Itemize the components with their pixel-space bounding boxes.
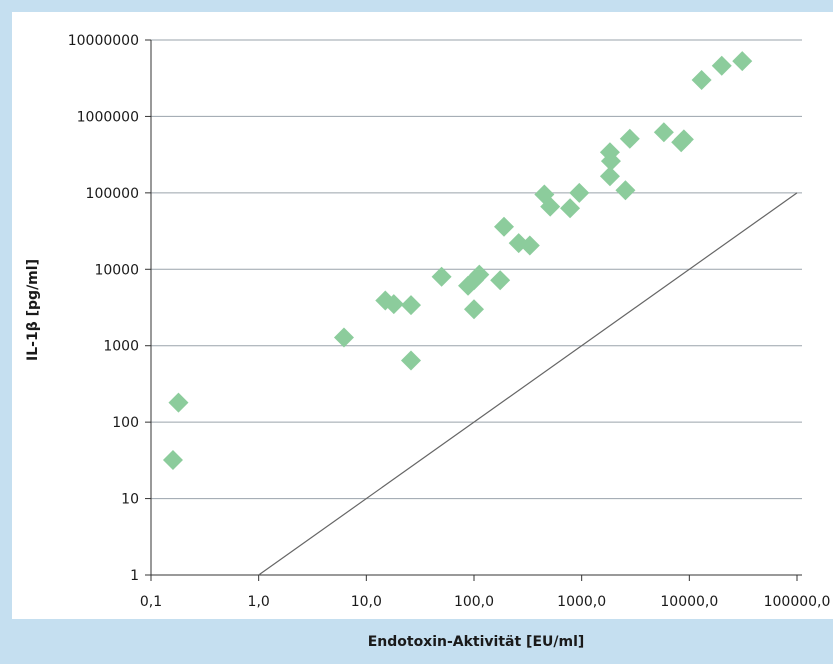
data-point (401, 350, 422, 371)
data-point (560, 198, 581, 219)
y-tick-label: 10000 (94, 262, 139, 278)
data-points (162, 51, 753, 470)
data-point (599, 166, 620, 187)
y-tick-label: 1000 (103, 339, 139, 355)
y-tick-label: 10000000 (68, 33, 139, 49)
x-tick-label: 100000,0 (764, 594, 831, 610)
data-point (494, 216, 515, 237)
tick-labels: 1 10 100 1000 10000 100000 1000000 10000000 0,1 1… (68, 33, 831, 610)
data-point (569, 182, 590, 203)
y-axis-title: IL-1β [pg/ml] (25, 259, 41, 361)
y-tick-label: 10 (121, 492, 139, 508)
chart-area-background (12, 12, 833, 619)
data-point (431, 266, 452, 287)
data-point (600, 151, 621, 172)
data-point (383, 294, 404, 315)
data-point (469, 264, 490, 285)
x-tick-label: 10000,0 (660, 594, 718, 610)
reference-line-group (258, 192, 798, 576)
x-tick-label: 10,0 (351, 594, 382, 610)
reference-line (258, 192, 798, 576)
data-point (673, 129, 694, 150)
data-point (653, 122, 674, 143)
data-point (464, 299, 484, 320)
data-point (711, 55, 732, 76)
data-point (732, 51, 753, 72)
data-point (519, 235, 540, 256)
x-tick-label: 100,0 (454, 594, 494, 610)
data-point (333, 327, 354, 348)
x-tick-label: 0,1 (140, 594, 162, 610)
x-tick-label: 1,0 (248, 594, 270, 610)
y-tick-label: 1000000 (77, 109, 139, 125)
x-tick-label: 1000,0 (557, 594, 606, 610)
gridlines (151, 39, 802, 500)
data-point (691, 69, 712, 90)
data-point (168, 392, 189, 413)
data-point (619, 128, 640, 149)
data-point (615, 180, 636, 201)
data-point (401, 295, 422, 316)
y-tick-label: 100 (112, 415, 139, 431)
data-point (490, 270, 511, 291)
y-tick-label: 100000 (86, 186, 139, 202)
x-axis-title: Endotoxin-Aktivität [EU/ml] (368, 634, 585, 650)
data-point (162, 449, 183, 470)
y-tick-label: 1 (130, 568, 139, 584)
data-point (540, 196, 561, 217)
